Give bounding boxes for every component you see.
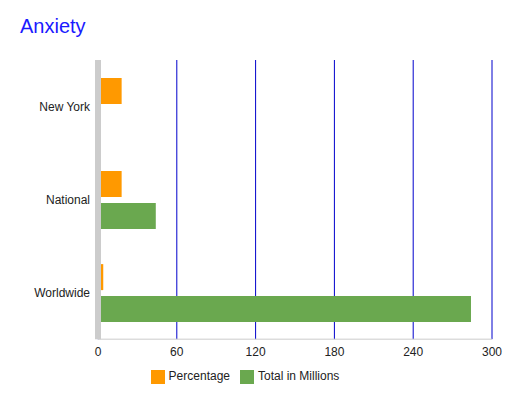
svg-text:Worldwide: Worldwide xyxy=(34,286,90,300)
svg-text:240: 240 xyxy=(403,345,423,359)
svg-text:180: 180 xyxy=(324,345,344,359)
html-text:Total in Millions: Total in Millions xyxy=(258,369,340,384)
svg-text:New York: New York xyxy=(39,100,91,114)
svg-text:60: 60 xyxy=(170,345,184,359)
svg-text:National: National xyxy=(46,193,90,207)
svg-text:0: 0 xyxy=(95,345,102,359)
html-text:Anxiety: Anxiety xyxy=(20,15,86,37)
svg-text:120: 120 xyxy=(246,345,266,359)
svg-text:300: 300 xyxy=(482,345,502,359)
html-text:Percentage: Percentage xyxy=(168,369,230,384)
